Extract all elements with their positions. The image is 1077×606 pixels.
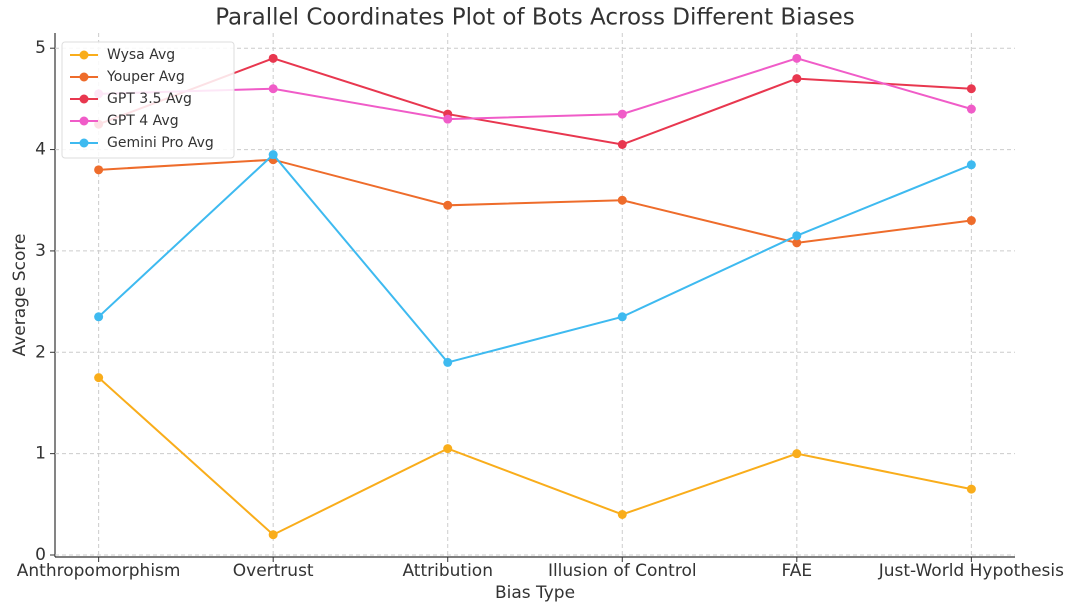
legend-marker [79,138,89,148]
y-tick-label: 5 [35,38,46,58]
data-point [966,84,976,94]
y-tick-label: 0 [35,545,46,565]
data-point [268,150,278,160]
x-tick-label: FAE [782,561,813,581]
legend-marker [79,116,89,126]
legend-label: Youper Avg [106,69,185,85]
data-point [966,104,976,114]
data-point [617,109,627,119]
data-point [792,238,802,248]
x-tick-label: Attribution [402,561,493,581]
data-point [966,216,976,226]
data-point [617,509,627,519]
data-point [617,195,627,205]
data-point [443,357,453,367]
legend-box [61,41,235,159]
y-tick-label: 4 [35,140,46,160]
legend-label: Gemini Pro Avg [107,135,214,151]
legend-label: Wysa Avg [107,47,175,63]
y-tick-label: 1 [35,444,46,464]
data-point [792,74,802,84]
data-point [966,484,976,494]
series-line [98,57,972,146]
y-tick-label: 3 [35,241,46,261]
data-point [268,84,278,94]
x-tick-label: Just-World Hypothesis [878,561,1064,581]
data-point [268,53,278,63]
data-point [443,444,453,454]
legend-marker [79,94,89,104]
data-point [268,530,278,540]
y-tick-label: 2 [35,342,46,362]
data-point [94,312,104,322]
legend-label: GPT 4 Avg [107,113,179,129]
series-line [98,57,972,121]
x-tick-label: Overtrust [233,561,314,581]
legend: Wysa Avg Youper Avg GPT 3.5 Avg GPT 4 Avg Ge… [61,41,235,159]
y-axis-label: Average Score [10,234,30,357]
data-point [792,53,802,63]
x-tick-label: Illusion of Control [548,561,697,581]
data-point [94,373,104,383]
series-line [98,158,972,244]
series-line [97,376,972,536]
legend-label: GPT 3.5 Avg [107,91,192,107]
data-point [443,114,453,124]
x-axis-label: Bias Type [495,583,575,603]
data-point [617,139,627,149]
legend-marker [79,50,89,60]
chart-title: Parallel Coordinates Plot of Bots Across… [215,5,855,31]
data-point [94,165,104,175]
grid: 0 1 2 3 4 5 Anthropomorphism Overtrust Attributi… [17,33,1064,581]
data-point [966,160,976,170]
data-point [443,200,453,210]
legend-marker [79,72,89,82]
data-point [792,231,802,241]
x-tick-label: Anthropomorphism [17,561,181,581]
data-point [617,312,627,322]
data-point [792,449,802,459]
series-line [97,153,972,364]
